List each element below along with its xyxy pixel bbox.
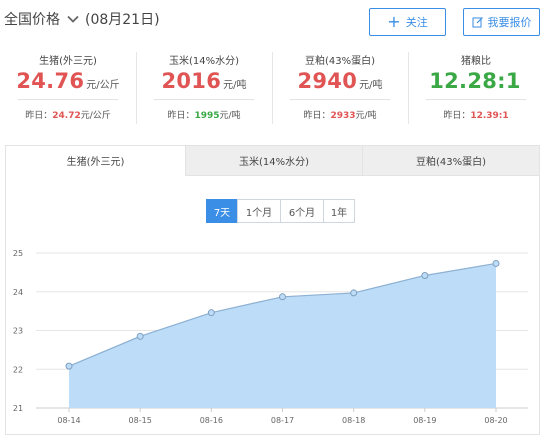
yesterday-price: 昨日：2933元/吨 (272, 108, 408, 121)
stat-price: 12.28:1 (408, 69, 544, 93)
chevron-down-icon (67, 15, 79, 23)
yesterday-unit: 元/吨 (355, 111, 377, 121)
price-summary: 生猪(外三元) 24.76 元/公斤 昨日：24.72元/公斤 玉米(14%水分)… (0, 48, 545, 130)
price-value: 12.28:1 (429, 69, 521, 93)
price-unit: 元/吨 (359, 80, 383, 91)
stat-name: 猪粮比 (461, 56, 491, 67)
range-6-months-button[interactable]: 6个月 (280, 199, 324, 223)
region-label: 全国价格 (4, 12, 60, 28)
range-1-year-button[interactable]: 1年 (323, 199, 355, 223)
follow-button[interactable]: + 关注 (369, 8, 446, 36)
tab-corn[interactable]: 玉米(14%水分) (185, 146, 362, 176)
tab-soymeal[interactable]: 豆粕(43%蛋白) (362, 146, 539, 176)
follow-button-label: 关注 (405, 16, 428, 29)
yesterday-value: 12.39:1 (470, 111, 509, 121)
divider (154, 99, 254, 100)
report-price-button[interactable]: 我要报价 (463, 8, 540, 36)
price-date: (08月21日) (85, 12, 160, 28)
yesterday-value: 2933 (330, 111, 356, 121)
stat-soymeal: 豆粕(43%蛋白) 2940 元/吨 昨日：2933元/吨 (272, 48, 408, 130)
price-value: 24.76 (16, 69, 85, 93)
stat-hog: 生猪(外三元) 24.76 元/公斤 昨日：24.72元/公斤 (0, 48, 136, 130)
price-unit: 元/吨 (223, 80, 247, 91)
yesterday-unit: 元/吨 (219, 111, 241, 121)
divider (426, 99, 526, 100)
price-unit: 元/公斤 (86, 80, 120, 91)
stat-price: 2940 元/吨 (272, 69, 408, 93)
price-value: 2940 (297, 69, 358, 93)
stat-name: 玉米(14%水分) (168, 56, 240, 67)
stat-hog-grain-ratio: 猪粮比 12.28:1 昨日：12.39:1 (408, 48, 544, 130)
time-range-selector: 7天 1个月 6个月 1年 (206, 199, 355, 223)
commodity-tabs: 生猪(外三元) 玉米(14%水分) 豆粕(43%蛋白) (6, 146, 539, 176)
range-1-month-button[interactable]: 1个月 (237, 199, 281, 223)
yesterday-label: 昨日： (167, 111, 195, 121)
yesterday-price: 昨日：24.72元/公斤 (0, 108, 136, 121)
price-value: 2016 (161, 69, 222, 93)
yesterday-value: 24.72 (52, 111, 81, 121)
header: 全国价格 (08月21日) + 关注 我要报价 (0, 0, 545, 44)
divider (290, 99, 390, 100)
divider (18, 99, 118, 100)
stat-name: 生猪(外三元) (39, 56, 97, 67)
plus-icon: + (387, 12, 401, 31)
yesterday-label: 昨日： (303, 111, 331, 121)
stat-price: 24.76 元/公斤 (0, 69, 136, 93)
edit-icon (472, 17, 483, 28)
range-7-days-button[interactable]: 7天 (206, 199, 238, 223)
yesterday-label: 昨日： (443, 111, 471, 121)
yesterday-value: 1995 (194, 111, 220, 121)
stat-price: 2016 元/吨 (136, 69, 272, 93)
stat-corn: 玉米(14%水分) 2016 元/吨 昨日：1995元/吨 (136, 48, 272, 130)
price-chart-panel: 生猪(外三元) 玉米(14%水分) 豆粕(43%蛋白) 7天 1个月 6个月 1… (5, 145, 540, 435)
report-button-label: 我要报价 (487, 16, 532, 29)
yesterday-unit: 元/公斤 (80, 111, 111, 121)
yesterday-label: 昨日： (25, 111, 53, 121)
yesterday-price: 昨日：12.39:1 (408, 108, 544, 121)
yesterday-price: 昨日：1995元/吨 (136, 108, 272, 121)
tab-hog[interactable]: 生猪(外三元) (6, 146, 185, 176)
stat-name: 豆粕(43%蛋白) (304, 56, 376, 67)
region-selector[interactable]: 全国价格 (08月21日) (4, 9, 160, 29)
